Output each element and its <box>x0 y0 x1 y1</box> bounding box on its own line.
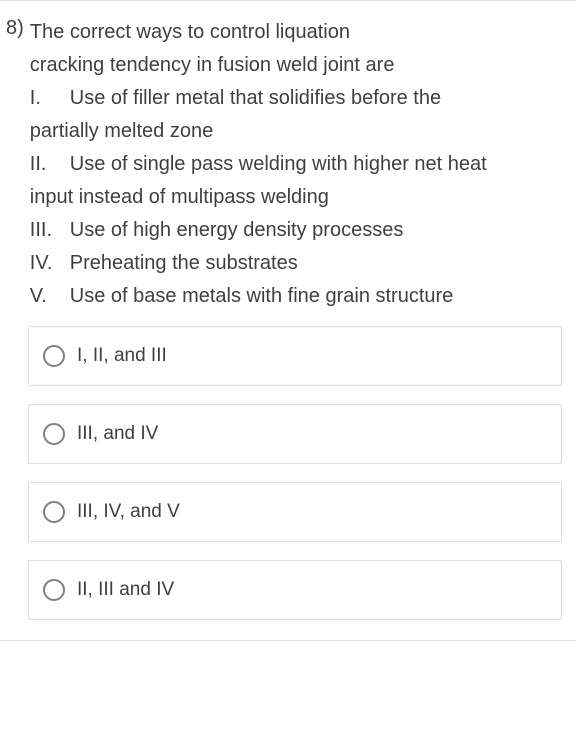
statement-text: Use of single pass welding with higher n… <box>70 149 568 180</box>
statement-row: III. Use of high energy density processe… <box>30 215 568 246</box>
statement-row: I. Use of filler metal that solidifies b… <box>30 83 568 114</box>
option-label: III, IV, and V <box>77 501 180 523</box>
question-header: 8) The correct ways to control liquation… <box>0 17 576 312</box>
option-c[interactable]: III, IV, and V <box>28 482 562 542</box>
radio-icon <box>43 345 65 367</box>
statement-roman: IV. <box>30 248 70 279</box>
statement-text: Use of base metals with fine grain struc… <box>70 281 568 312</box>
option-label: I, II, and III <box>77 345 167 367</box>
option-d[interactable]: II, III and IV <box>28 560 562 620</box>
statement-row: V. Use of base metals with fine grain st… <box>30 281 568 312</box>
statement-roman: II. <box>30 149 70 180</box>
statement-row: II. Use of single pass welding with high… <box>30 149 568 180</box>
statement-text: Use of high energy density processes <box>70 215 568 246</box>
options-list: I, II, and III III, and IV III, IV, and … <box>0 312 576 620</box>
radio-icon <box>43 579 65 601</box>
option-a[interactable]: I, II, and III <box>28 326 562 386</box>
statement-row: IV. Preheating the substrates <box>30 248 568 279</box>
option-label: III, and IV <box>77 423 158 445</box>
statement-text: Preheating the substrates <box>70 248 568 279</box>
radio-icon <box>43 501 65 523</box>
stem-line-2: cracking tendency in fusion weld joint a… <box>30 50 568 81</box>
stem-line-1: The correct ways to control liquation <box>30 17 568 48</box>
statement-cont: input instead of multipass welding <box>30 182 568 213</box>
radio-icon <box>43 423 65 445</box>
option-label: II, III and IV <box>77 579 174 601</box>
statement-roman: V. <box>30 281 70 312</box>
question-body: The correct ways to control liquation cr… <box>30 17 568 312</box>
statement-roman: III. <box>30 215 70 246</box>
question-number: 8) <box>6 17 24 40</box>
statement-roman: I. <box>30 83 70 114</box>
question-card: 8) The correct ways to control liquation… <box>0 0 576 641</box>
statement-text: Use of filler metal that solidifies befo… <box>70 83 568 114</box>
option-b[interactable]: III, and IV <box>28 404 562 464</box>
statement-cont: partially melted zone <box>30 116 568 147</box>
